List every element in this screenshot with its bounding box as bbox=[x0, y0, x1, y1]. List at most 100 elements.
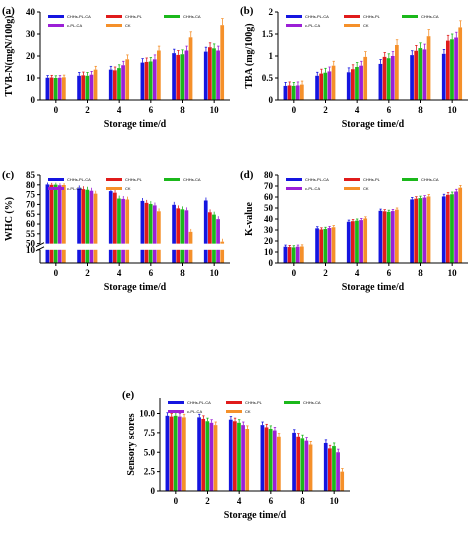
panel-d-bar bbox=[390, 211, 395, 263]
panel-e-bar bbox=[182, 417, 186, 491]
panel-b-legend-swatch-c-pl-ca bbox=[286, 24, 302, 27]
panel-d-legend-swatch-chhs-pl-ca bbox=[286, 178, 302, 181]
panel-b-x-tick-label: 6 bbox=[387, 105, 392, 115]
panel-c-bar-lower-segment bbox=[207, 249, 212, 263]
panel-e-legend-label: c-PL-CA bbox=[187, 409, 202, 414]
panel-d-x-tick-label: 6 bbox=[387, 268, 392, 278]
panel-c-bar bbox=[89, 190, 94, 244]
panel-c-bar bbox=[176, 208, 181, 244]
panel-c-y-tick-label: 55 bbox=[26, 229, 36, 239]
panel-d-bar bbox=[395, 209, 399, 263]
panel-b-bar bbox=[355, 67, 359, 100]
panel-e-bar bbox=[197, 417, 201, 491]
panel-b-bar bbox=[426, 36, 431, 100]
panel-e-bar bbox=[304, 440, 309, 491]
panel-b-bar bbox=[363, 56, 368, 100]
panel-a-x-tick-label: 10 bbox=[210, 105, 220, 115]
panel-c-bar-lower-segment bbox=[57, 249, 62, 263]
panel-e-bar bbox=[201, 418, 206, 491]
panel-e-bar bbox=[268, 429, 273, 491]
panel-c-bar-lower-segment bbox=[184, 249, 189, 263]
panel-d-legend-swatch-chhs-ca bbox=[402, 178, 418, 181]
panel-b-legend-swatch-chhs-pl bbox=[344, 15, 360, 18]
panel-b-y-tick-label: 1 bbox=[269, 51, 274, 61]
panel-c-bar-lower-segment bbox=[172, 249, 176, 263]
panel-b-bar bbox=[450, 39, 454, 100]
panel-e-bar bbox=[232, 421, 237, 491]
panel-b-x-tick-label: 8 bbox=[418, 105, 423, 115]
panel-a-bar bbox=[108, 69, 113, 100]
panel-a-bar bbox=[172, 53, 176, 100]
panel-d-y-tick-label: 70 bbox=[264, 181, 274, 191]
panel-e-y-tick-label: 7.5 bbox=[144, 428, 156, 438]
panel-c-bar bbox=[203, 200, 208, 244]
panel-d-bar bbox=[346, 221, 351, 263]
panel-e-y-tick-label: 5.0 bbox=[144, 447, 156, 457]
panel-c-bar-lower-segment bbox=[85, 249, 90, 263]
panel-c-bar-lower-segment bbox=[45, 249, 50, 263]
panel-b-bar bbox=[390, 56, 395, 100]
panel-e-legend-swatch-c-pl-ca bbox=[168, 410, 184, 413]
panel-b-bar bbox=[382, 56, 387, 100]
panel-d-y-tick-label: 20 bbox=[264, 236, 274, 246]
panel-e-bar bbox=[241, 425, 245, 491]
panel-a-legend-label: CK bbox=[125, 23, 131, 28]
panel-c-bar bbox=[212, 214, 216, 244]
panel-a-tvbn-chart: 0 10 20 30 40 0 2 4 6 8 10 Storage time/d CHHs-PL-CA… bbox=[2, 5, 230, 130]
panel-e-bar bbox=[228, 419, 233, 491]
panel-c-bar-lower-segment bbox=[212, 249, 216, 263]
panel-c-axis-break-mark bbox=[35, 242, 45, 248]
panel-c-bar-lower-segment bbox=[203, 249, 208, 263]
panel-a-legend-swatch-ck bbox=[106, 24, 122, 27]
panel-a-bar bbox=[121, 65, 125, 100]
panel-d-bar bbox=[315, 228, 319, 263]
panel-d-panel-label: (d) bbox=[240, 169, 254, 181]
panel-a-bar bbox=[180, 54, 185, 100]
panel-a-legend-swatch-chhs-ca bbox=[164, 15, 180, 18]
panel-c-panel-label: (c) bbox=[2, 169, 15, 181]
panel-b-bar bbox=[327, 71, 332, 100]
panel-b-bar bbox=[414, 50, 419, 100]
panel-a-bar bbox=[85, 75, 90, 100]
panel-a-x-tick-label: 0 bbox=[54, 105, 59, 115]
panel-c-bar-lower-segment bbox=[112, 249, 117, 263]
panel-c-bar bbox=[207, 212, 212, 244]
panel-b-legend-label: CK bbox=[363, 23, 369, 28]
panel-a-bar bbox=[212, 48, 216, 100]
panel-c-bar bbox=[180, 209, 185, 244]
panel-c-x-tick-label: 8 bbox=[180, 268, 185, 278]
panel-d-bar bbox=[441, 196, 446, 263]
panel-a-bar bbox=[62, 77, 66, 100]
panel-a-y-tick-label: 0 bbox=[31, 95, 36, 105]
panel-e-legend-label: CHHs-PL bbox=[245, 400, 263, 405]
panel-c-y-tick-label: 70 bbox=[26, 199, 36, 209]
panel-e-bar bbox=[323, 442, 328, 491]
panel-d-bar bbox=[359, 220, 363, 263]
panel-a-x-tick-label: 6 bbox=[149, 105, 154, 115]
panel-d-legend-label: CHHs-CA bbox=[421, 177, 439, 182]
panel-c-bar-lower-segment bbox=[81, 249, 86, 263]
panel-a-y-tick-label: 30 bbox=[26, 29, 36, 39]
panel-c-bar bbox=[81, 189, 86, 244]
panel-a-bar bbox=[93, 69, 98, 100]
panel-d-y-tick-label: 50 bbox=[264, 203, 274, 213]
panel-c-legend-label: CHHs-PL-CA bbox=[67, 177, 91, 182]
panel-a-bar bbox=[77, 75, 81, 100]
panel-e-bar bbox=[272, 430, 277, 491]
panel-d-bar bbox=[300, 246, 304, 263]
panel-c-bar-lower-segment bbox=[93, 249, 98, 263]
panel-a-bar bbox=[188, 37, 193, 100]
panel-c-y-tick-label: 65 bbox=[26, 209, 36, 219]
panel-b-bar bbox=[386, 58, 391, 100]
panel-d-bar bbox=[445, 194, 450, 263]
panel-c-bar-lower-segment bbox=[176, 249, 181, 263]
panel-e-x-tick-label: 2 bbox=[205, 496, 210, 506]
panel-d-y-tick-label: 80 bbox=[264, 170, 274, 180]
panel-d-legend-swatch-ck bbox=[344, 187, 360, 190]
panel-a-y-tick-label: 40 bbox=[26, 7, 36, 17]
panel-d-legend-label: CHHs-PL-CA bbox=[305, 177, 329, 182]
panel-e-legend-label: CK bbox=[245, 409, 251, 414]
panel-b-bar bbox=[422, 49, 427, 100]
panel-b-bar bbox=[331, 65, 336, 100]
